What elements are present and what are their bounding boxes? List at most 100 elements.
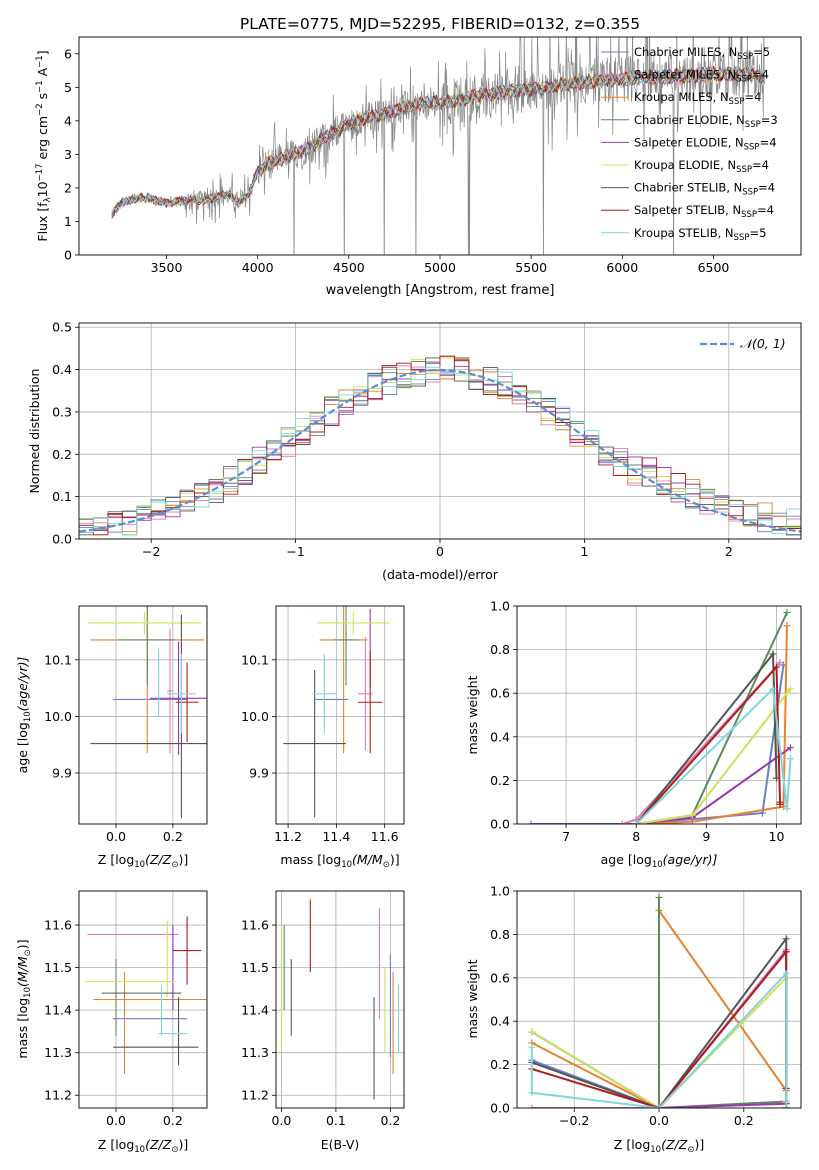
- mass-weight-marker: [782, 1104, 790, 1108]
- mass-weight-marker: [786, 685, 794, 693]
- x-tick-label: −1: [286, 544, 304, 559]
- x-tick-label: 11.2: [274, 829, 302, 844]
- normal-legend-label: 𝒩(0, 1): [740, 336, 786, 351]
- mass-weight-line: [658, 897, 787, 1108]
- mass-weight-marker: [786, 744, 794, 752]
- mass-weight-marker: [655, 894, 663, 902]
- legend-label-part: Salpeter STELIB, N: [634, 203, 741, 217]
- y-tick-label: 0.6: [490, 970, 510, 985]
- x-tick-label: 1: [580, 544, 588, 559]
- legend-label: Chabrier STELIB, NSSP=4: [634, 181, 775, 198]
- y-tick-label: 0.0: [490, 1101, 510, 1116]
- agez-y-axis-label: age [log10(age/yr)]: [15, 657, 33, 774]
- mass-weight-marker: [772, 663, 780, 671]
- mass-weight-line: [530, 970, 788, 1108]
- legend-label-part: =5: [749, 226, 766, 240]
- x-tick-label: 0.1: [326, 1113, 346, 1128]
- x-tick-label: 5000: [424, 260, 456, 275]
- legend-label-part: =4: [757, 203, 774, 217]
- weightz-x-axis-label-part: (Z/Z: [661, 1137, 688, 1152]
- mass-weight-marker: [776, 659, 784, 667]
- weightz-x-axis-label: Z [log10(Z/Z⊙)]: [614, 1137, 704, 1155]
- y-tick-label: 0.0: [490, 817, 510, 832]
- massz-x-axis-label-part: ⊙: [171, 1145, 178, 1155]
- spectrum-y-axis-label-part: Flux [f: [35, 202, 50, 242]
- y-tick-label: 0.6: [490, 686, 510, 701]
- legend-label-part: SSP: [737, 52, 753, 62]
- residual-y-axis-label: Normed distribution: [27, 369, 42, 494]
- y-tick-label: 0.2: [52, 447, 72, 462]
- spectrum-y-axis-label: Flux [fλ10−17 erg cm−2 s−1 A−1]: [35, 50, 53, 241]
- y-tick-label: 0.8: [490, 642, 510, 657]
- mass-weight-line: [531, 664, 785, 824]
- y-tick-label: 0: [64, 248, 72, 263]
- legend-label: Kroupa MILES, NSSP=4: [634, 90, 761, 107]
- mass-weight-marker: [783, 622, 791, 630]
- x-tick-label: 11.6: [371, 829, 399, 844]
- legend-label-part: =4: [752, 68, 769, 82]
- y-tick-label: 0.3: [52, 404, 72, 419]
- massz-x-axis-label-part: )]: [178, 1137, 188, 1152]
- mass-weight-marker: [769, 650, 777, 658]
- y-tick-label: 11.5: [241, 960, 269, 975]
- legend-label: Salpeter ELODIE, NSSP=4: [634, 135, 777, 152]
- x-tick-label: 0.2: [734, 1113, 754, 1128]
- agemass-x-axis-label-part: ⊙: [383, 860, 390, 870]
- y-tick-label: 11.5: [44, 960, 72, 975]
- y-tick-label: 0.0: [52, 532, 72, 547]
- agemass-x-axis-label-part: (M/M: [352, 852, 383, 867]
- legend-label-part: Kroupa STELIB, N: [634, 226, 734, 240]
- legend-label-part: SSP: [736, 75, 752, 85]
- weight_vs_age-frame: [516, 605, 802, 825]
- x-tick-label: 4500: [333, 260, 365, 275]
- spectrum-y-axis-label-part: −1: [35, 55, 45, 68]
- y-tick-label: 10.0: [241, 709, 269, 724]
- agez-y-axis-label-part: 10: [23, 711, 33, 722]
- spectrum-model-line: [111, 66, 765, 219]
- spectrum-model-line: [111, 65, 765, 216]
- agemass-x-axis-label-part: mass [log: [280, 852, 341, 867]
- agez-x-axis-label-part: 10: [134, 860, 145, 870]
- mass-weight-marker: [632, 820, 640, 824]
- spectrum-x-axis-label: wavelength [Angstrom, rest frame]: [326, 283, 555, 298]
- y-tick-label: 0.2: [490, 773, 510, 788]
- x-tick-label: 11.4: [322, 829, 350, 844]
- spectrum-plot-area: [111, 37, 765, 255]
- mass-weight-marker: [783, 805, 791, 813]
- y-tick-label: 1.0: [490, 884, 510, 899]
- mass-weight-line: [635, 686, 792, 824]
- legend-label-part: SSP: [729, 97, 745, 107]
- legend-label-part: =5: [753, 45, 770, 59]
- agez-x-axis-label: Z [log10(Z/Z⊙)]: [98, 852, 188, 870]
- y-tick-label: 11.2: [44, 1088, 72, 1103]
- histogram-step: [79, 366, 801, 536]
- x-tick-label: 0.2: [163, 829, 183, 844]
- x-tick-label: 0.2: [380, 1113, 400, 1128]
- legend-label-part: =4: [760, 135, 777, 149]
- spectrum-y-axis-label-part: −2: [35, 103, 45, 116]
- mass-weight-marker: [528, 1089, 536, 1097]
- x-tick-label: 6000: [606, 260, 638, 275]
- y-tick-label: 1: [64, 214, 72, 229]
- legend-label-part: Chabrier STELIB, N: [634, 181, 742, 195]
- residual-x-axis-label: (data-model)/error: [382, 567, 499, 582]
- y-tick-label: 10.1: [44, 652, 72, 667]
- agez-y-axis-label-part: (age/yr)]: [15, 657, 30, 712]
- residuals-plot-area: [79, 323, 801, 539]
- massz-x-axis-label: Z [log10(Z/Z⊙)]: [98, 1137, 188, 1155]
- y-tick-label: 0.4: [490, 1014, 510, 1029]
- agez-x-axis-label-part: ⊙: [171, 860, 178, 870]
- y-tick-label: 9.9: [52, 766, 72, 781]
- y-tick-label: 11.6: [44, 918, 72, 933]
- x-tick-label: 5500: [515, 260, 547, 275]
- age_vs_mass-frame: [275, 605, 405, 825]
- legend-label: Kroupa STELIB, NSSP=5: [634, 226, 766, 243]
- weight_vs_Z-frame: [516, 890, 802, 1109]
- y-tick-label: 11.2: [241, 1088, 269, 1103]
- legend-label-part: SSP: [744, 142, 760, 152]
- massz-y-axis-label-part: mass [log: [15, 998, 30, 1059]
- age_vs_Z-frame: [78, 605, 208, 825]
- x-tick-label: 10: [769, 829, 785, 844]
- x-tick-label: −0.2: [559, 1113, 589, 1128]
- weightz-x-axis-label-part: 10: [650, 1145, 661, 1155]
